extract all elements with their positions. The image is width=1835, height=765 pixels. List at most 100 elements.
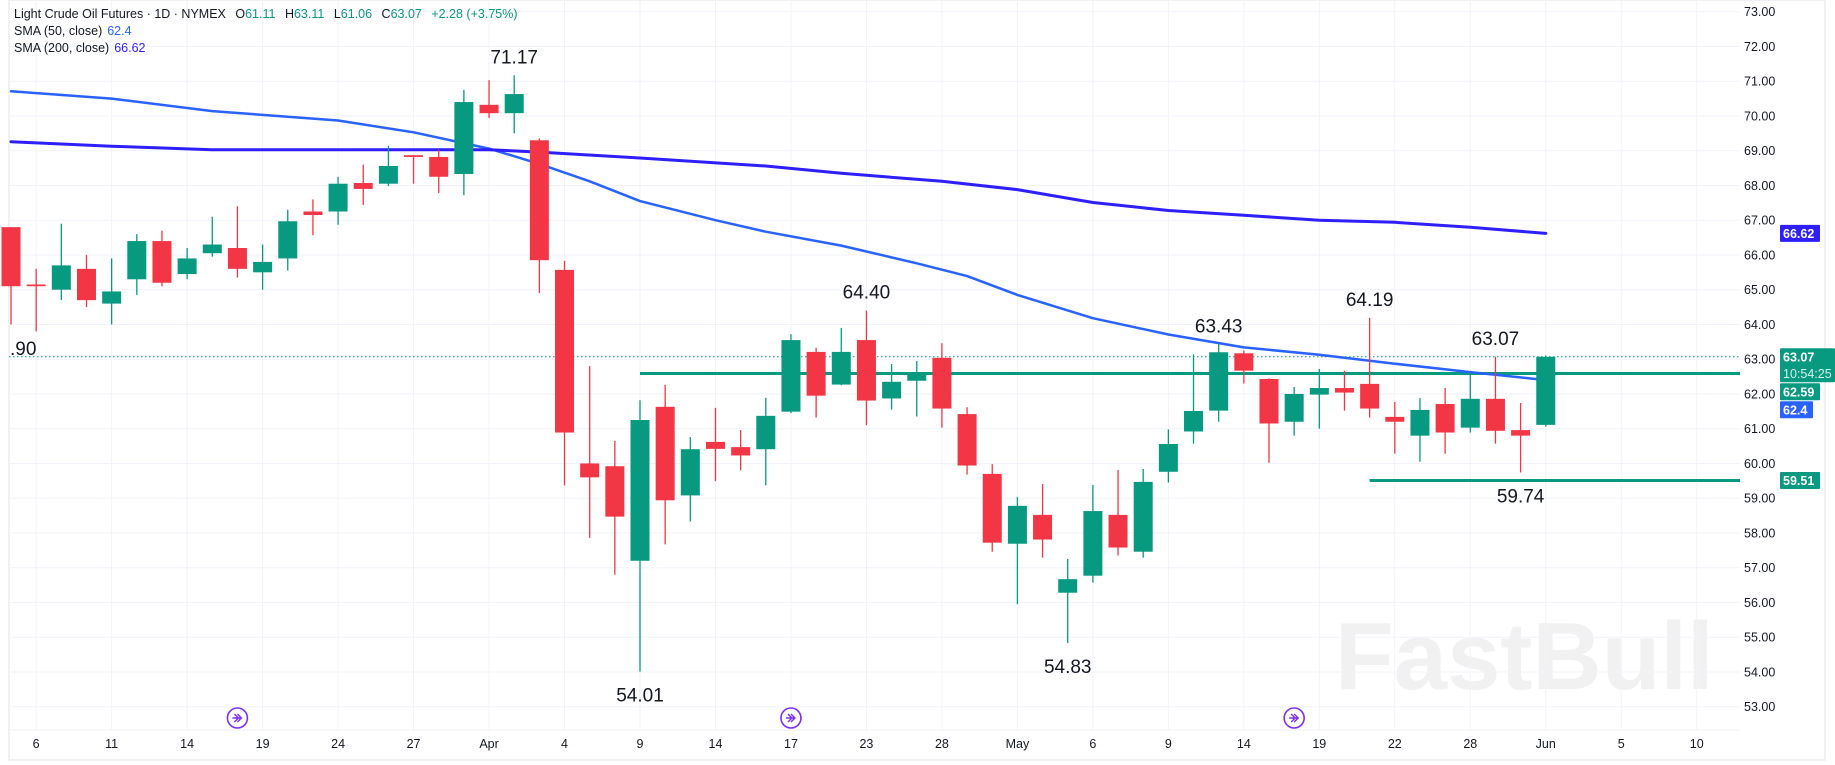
candle[interactable]: [756, 397, 776, 486]
badge-bg: [1780, 224, 1820, 242]
candle[interactable]: [1007, 497, 1027, 605]
candle[interactable]: [1209, 344, 1229, 422]
candle[interactable]: [1385, 401, 1405, 454]
candle[interactable]: [1133, 469, 1153, 558]
candle[interactable]: [882, 364, 902, 410]
candle-body: [1, 227, 21, 287]
price-badge: 66.62: [1780, 224, 1820, 242]
candle[interactable]: [1360, 317, 1380, 418]
candle-body: [26, 284, 46, 287]
candle[interactable]: [404, 154, 424, 184]
candle[interactable]: [1460, 373, 1480, 433]
forward-arrow-circle-icon[interactable]: [780, 707, 802, 729]
candle[interactable]: [227, 206, 247, 278]
forward-arrow-circle-icon[interactable]: [1283, 707, 1305, 729]
candle[interactable]: [26, 268, 46, 332]
sma50-line[interactable]: [9, 90, 1548, 382]
badge-bg: [1780, 348, 1835, 383]
forward-arrow-circle-icon[interactable]: [226, 707, 249, 729]
candle[interactable]: [127, 234, 147, 295]
candle[interactable]: [353, 164, 373, 205]
sma50-legend[interactable]: SMA (50, close) 62.4: [14, 23, 518, 40]
candle[interactable]: [1, 227, 21, 325]
candle-body: [1309, 388, 1329, 395]
candle[interactable]: [831, 327, 851, 386]
symbol-title[interactable]: Light Crude Oil Futures · 1D · NYMEX: [14, 7, 226, 21]
candle[interactable]: [1158, 429, 1178, 483]
candle[interactable]: [957, 407, 977, 475]
x-tick-label: 27: [407, 737, 421, 751]
candle[interactable]: [1033, 483, 1053, 558]
candle[interactable]: [580, 366, 600, 538]
candle[interactable]: [102, 258, 122, 325]
candle[interactable]: [982, 464, 1002, 552]
candle[interactable]: [454, 89, 474, 196]
y-tick-label: 66.00: [1744, 248, 1775, 262]
price-badge: 62.4: [1780, 401, 1813, 419]
candle-body: [1033, 514, 1053, 540]
candle[interactable]: [1309, 368, 1329, 429]
candle[interactable]: [51, 223, 71, 301]
candle[interactable]: [1058, 559, 1078, 644]
candle[interactable]: [504, 75, 524, 134]
price-axis: 53.00 54.00 55.00 56.00 57.00 58.00 59.00 60.00…: [1744, 5, 1835, 714]
candle[interactable]: [932, 343, 952, 428]
candle[interactable]: [1435, 388, 1455, 454]
candle[interactable]: [378, 145, 398, 187]
x-tick-label: 19: [256, 737, 270, 751]
candle-body: [1234, 353, 1254, 371]
candle[interactable]: [479, 80, 499, 119]
candle-body: [1108, 514, 1128, 548]
arrow-glyph: [1289, 713, 1300, 723]
candle[interactable]: [253, 244, 273, 290]
candle[interactable]: [429, 149, 449, 194]
candle[interactable]: [705, 407, 725, 482]
candle[interactable]: [152, 230, 172, 287]
sma200-legend[interactable]: SMA (200, close) 66.62: [14, 40, 518, 57]
candle[interactable]: [1284, 387, 1304, 436]
candle[interactable]: [278, 209, 298, 271]
candle[interactable]: [177, 248, 197, 280]
sma200-line[interactable]: [9, 140, 1548, 235]
candle-body: [1460, 398, 1480, 428]
candle[interactable]: [76, 254, 96, 308]
candle[interactable]: [1083, 484, 1103, 583]
candle[interactable]: [303, 199, 323, 236]
candle[interactable]: [605, 440, 625, 575]
candle[interactable]: [680, 437, 700, 522]
candle[interactable]: [731, 430, 751, 471]
y-tick-label: 56.00: [1744, 596, 1775, 610]
candle[interactable]: [806, 347, 826, 418]
candle[interactable]: [1108, 470, 1128, 556]
candle-body: [907, 372, 927, 381]
chart-legend: Light Crude Oil Futures · 1D · NYMEX O61…: [14, 6, 518, 57]
price-badge: 62.59: [1780, 383, 1820, 401]
candle[interactable]: [328, 176, 348, 225]
candle-body: [529, 140, 549, 261]
candle[interactable]: [1485, 356, 1505, 444]
candle[interactable]: [907, 360, 927, 417]
candles: [1, 75, 1556, 672]
candle-body: [1334, 388, 1354, 393]
candle[interactable]: [781, 334, 801, 414]
candle[interactable]: [655, 384, 675, 545]
low-value: 61.06: [340, 7, 373, 21]
candle[interactable]: [1259, 378, 1279, 463]
candle[interactable]: [1536, 355, 1556, 427]
candle[interactable]: [856, 310, 876, 426]
candle[interactable]: [1334, 370, 1354, 411]
candle[interactable]: [202, 216, 222, 257]
candle[interactable]: [1511, 402, 1531, 473]
price-annotation: 63.07: [1472, 329, 1520, 350]
candle[interactable]: [1234, 350, 1254, 384]
badge-value: 66.62: [1783, 227, 1814, 241]
candle[interactable]: [555, 260, 575, 486]
candle[interactable]: [630, 400, 650, 672]
x-tick-label: 14: [709, 737, 723, 751]
candle-body: [278, 221, 298, 259]
candle[interactable]: [529, 138, 549, 294]
candle[interactable]: [1184, 354, 1204, 444]
candle[interactable]: [1410, 398, 1430, 462]
candle-body: [479, 104, 499, 114]
